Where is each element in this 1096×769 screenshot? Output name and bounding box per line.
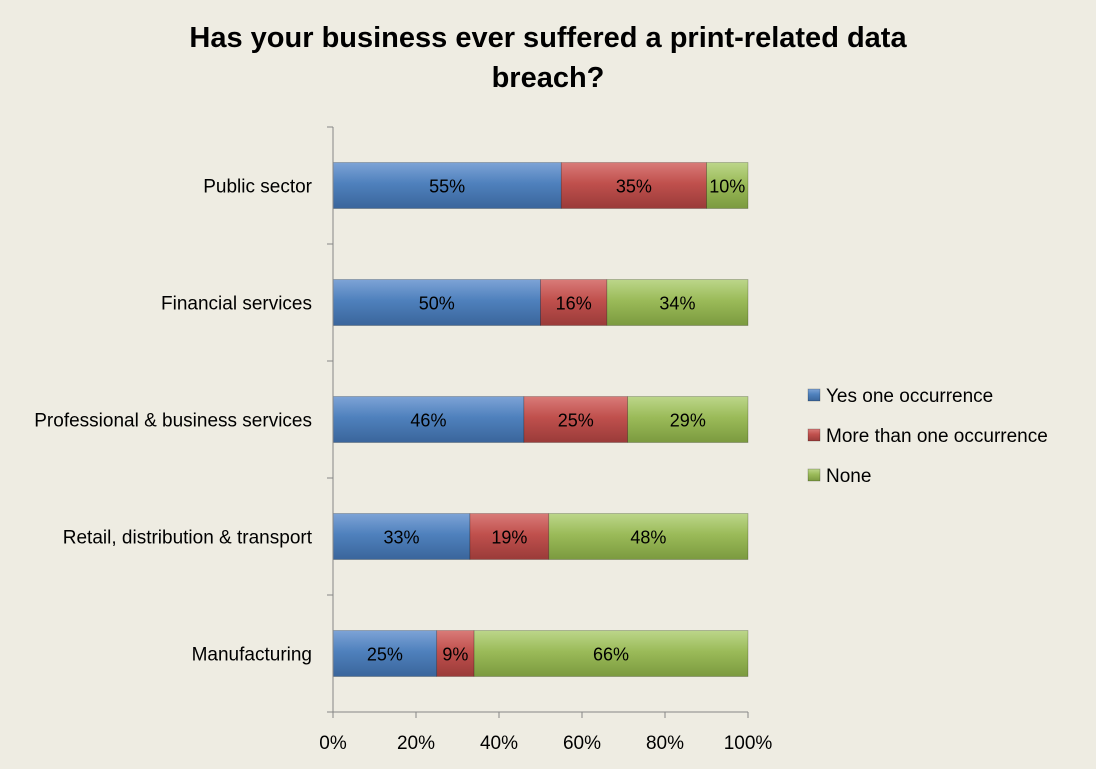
data-label-2-1: 35% xyxy=(616,177,652,197)
data-label-1-3: 46% xyxy=(410,411,446,431)
legend-swatch-1 xyxy=(807,388,821,402)
data-label-2-4: 19% xyxy=(491,528,527,548)
category-label-1: Public sector xyxy=(203,177,312,198)
data-label-3-2: 34% xyxy=(659,294,695,314)
bar-2-4 xyxy=(469,513,550,560)
data-label-1-2: 50% xyxy=(419,294,455,314)
legend-label-3: None xyxy=(826,466,871,487)
legend-label-1: Yes one occurrence xyxy=(826,386,993,407)
bar-2-5 xyxy=(436,630,475,677)
legend-swatch-2 xyxy=(807,428,821,442)
data-label-3-3: 29% xyxy=(670,411,706,431)
data-label-3-4: 48% xyxy=(630,528,666,548)
data-label-2-5: 9% xyxy=(442,645,468,665)
chart-title-line-1: Has your business ever suffered a print-… xyxy=(189,22,907,54)
bar-1-3 xyxy=(332,396,525,443)
category-label-2: Financial services xyxy=(161,294,312,315)
legend-label-2: More than one occurrence xyxy=(826,426,1048,447)
x-tick-label-1: 0% xyxy=(319,733,347,754)
chart-title-line-2: breach? xyxy=(491,62,605,94)
x-tick-label-6: 100% xyxy=(724,733,773,754)
category-label-5: Manufacturing xyxy=(192,645,312,666)
x-tick-label-3: 40% xyxy=(480,733,518,754)
data-label-1-4: 33% xyxy=(383,528,419,548)
x-tick-label-5: 80% xyxy=(646,733,684,754)
bar-3-2 xyxy=(606,279,749,326)
bar-1-1 xyxy=(332,162,562,209)
data-label-3-5: 66% xyxy=(593,645,629,665)
bar-2-2 xyxy=(540,279,608,326)
data-label-1-1: 55% xyxy=(429,177,465,197)
legend-swatch-3 xyxy=(807,468,821,482)
data-label-3-1: 10% xyxy=(709,177,745,197)
bar-3-3 xyxy=(627,396,749,443)
bar-3-5 xyxy=(473,630,749,677)
data-label-2-3: 25% xyxy=(558,411,594,431)
data-label-2-2: 16% xyxy=(556,294,592,314)
bar-1-2 xyxy=(332,279,541,326)
x-tick-label-2: 20% xyxy=(397,733,435,754)
data-label-1-5: 25% xyxy=(367,645,403,665)
chart-title: Has your business ever suffered a print-… xyxy=(0,18,1096,98)
bar-1-4 xyxy=(332,513,471,560)
category-label-4: Retail, distribution & transport xyxy=(63,528,313,549)
bar-3-1 xyxy=(706,162,749,209)
bar-3-4 xyxy=(548,513,749,560)
bar-2-3 xyxy=(523,396,628,443)
category-label-3: Professional & business services xyxy=(34,411,312,432)
bar-1-5 xyxy=(332,630,438,677)
x-tick-label-4: 60% xyxy=(563,733,601,754)
